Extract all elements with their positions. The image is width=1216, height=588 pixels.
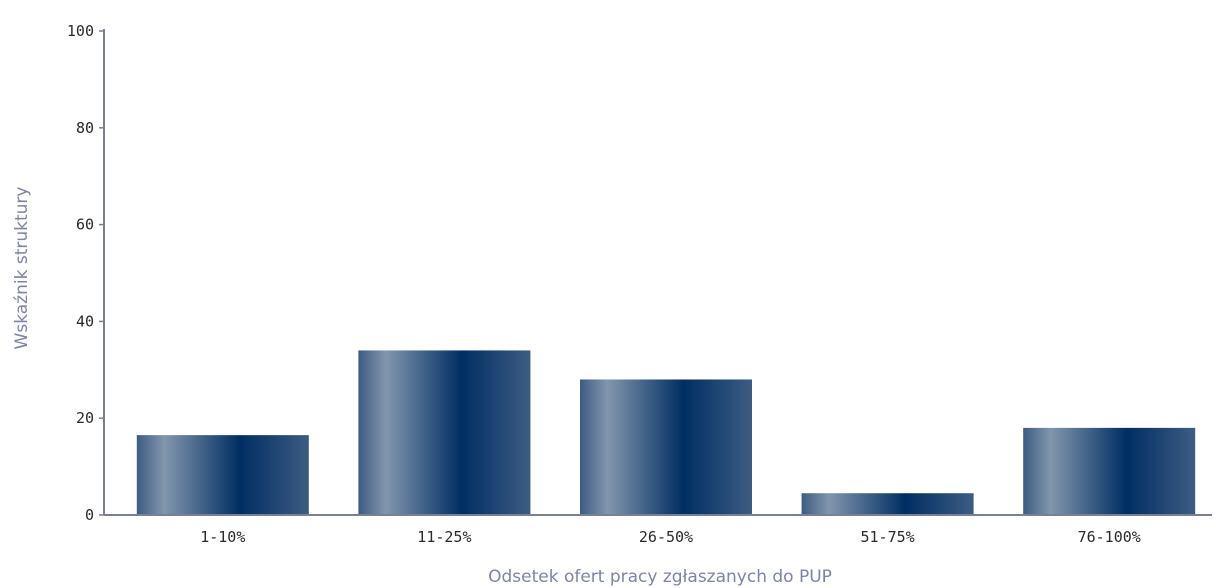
x-tick-label: 26-50% bbox=[639, 528, 693, 546]
y-tick-label: 100 bbox=[67, 22, 94, 40]
y-tick-label: 20 bbox=[76, 409, 94, 427]
bar-1 bbox=[136, 435, 309, 515]
y-tick-label: 80 bbox=[76, 119, 94, 137]
x-tick-label: 11-25% bbox=[417, 528, 471, 546]
bar-5 bbox=[1023, 427, 1196, 515]
x-tick-label: 1-10% bbox=[200, 528, 245, 546]
bars-group bbox=[136, 350, 1196, 515]
y-tick-label: 40 bbox=[76, 312, 94, 330]
bar-3 bbox=[580, 379, 752, 515]
x-tick-label: 51-75% bbox=[861, 528, 915, 546]
x-tick-labels: 1-10% 11-25% 26-50% 51-75% 76-100% bbox=[200, 528, 1141, 546]
y-axis-title: Wskaźnik struktury bbox=[12, 187, 32, 350]
bar-4 bbox=[801, 493, 974, 515]
bar-2 bbox=[358, 350, 531, 515]
y-tick-label: 60 bbox=[76, 216, 94, 234]
y-tick-labels: 0 20 40 60 80 100 bbox=[67, 22, 104, 524]
y-tick-label: 0 bbox=[85, 506, 94, 524]
x-axis-title: Odsetek ofert pracy zgłaszanych do PUP bbox=[488, 567, 832, 587]
x-tick-label: 76-100% bbox=[1078, 528, 1141, 546]
axes-group bbox=[103, 29, 1212, 516]
